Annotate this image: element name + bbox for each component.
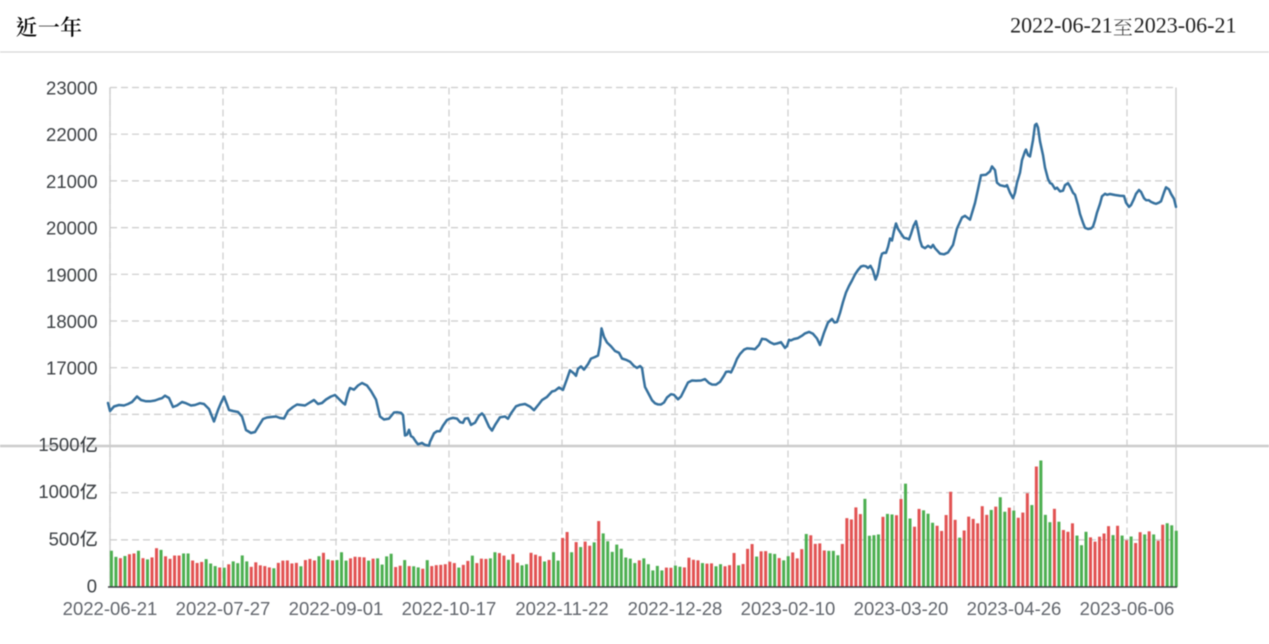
svg-text:1000: 1000 <box>38 481 79 502</box>
svg-text:2022-09-01: 2022-09-01 <box>289 598 384 619</box>
svg-text:21000: 21000 <box>46 171 97 192</box>
svg-text:2022-12-28: 2022-12-28 <box>628 598 723 619</box>
svg-text:22000: 22000 <box>46 124 97 145</box>
svg-text:1500: 1500 <box>38 434 79 455</box>
svg-text:2022-06-21: 2022-06-21 <box>1010 12 1113 37</box>
svg-text:2023-06-06: 2023-06-06 <box>1080 598 1175 619</box>
svg-text:2023-02-10: 2023-02-10 <box>741 598 836 619</box>
svg-text:17000: 17000 <box>46 358 97 379</box>
svg-text:2022-07-27: 2022-07-27 <box>176 598 271 619</box>
svg-text:2023-03-20: 2023-03-20 <box>854 598 949 619</box>
svg-text:20000: 20000 <box>46 218 97 239</box>
svg-text:2022-10-17: 2022-10-17 <box>402 598 497 619</box>
svg-text:23000: 23000 <box>46 78 97 99</box>
svg-text:19000: 19000 <box>46 264 97 285</box>
svg-text:500: 500 <box>49 528 80 549</box>
svg-text:2023-06-21: 2023-06-21 <box>1134 12 1237 37</box>
svg-text:0: 0 <box>87 576 97 597</box>
svg-text:2022-11-22: 2022-11-22 <box>515 598 608 619</box>
svg-text:18000: 18000 <box>46 311 97 332</box>
svg-text:2022-06-21: 2022-06-21 <box>63 598 158 619</box>
svg-text:2023-04-26: 2023-04-26 <box>967 598 1062 619</box>
